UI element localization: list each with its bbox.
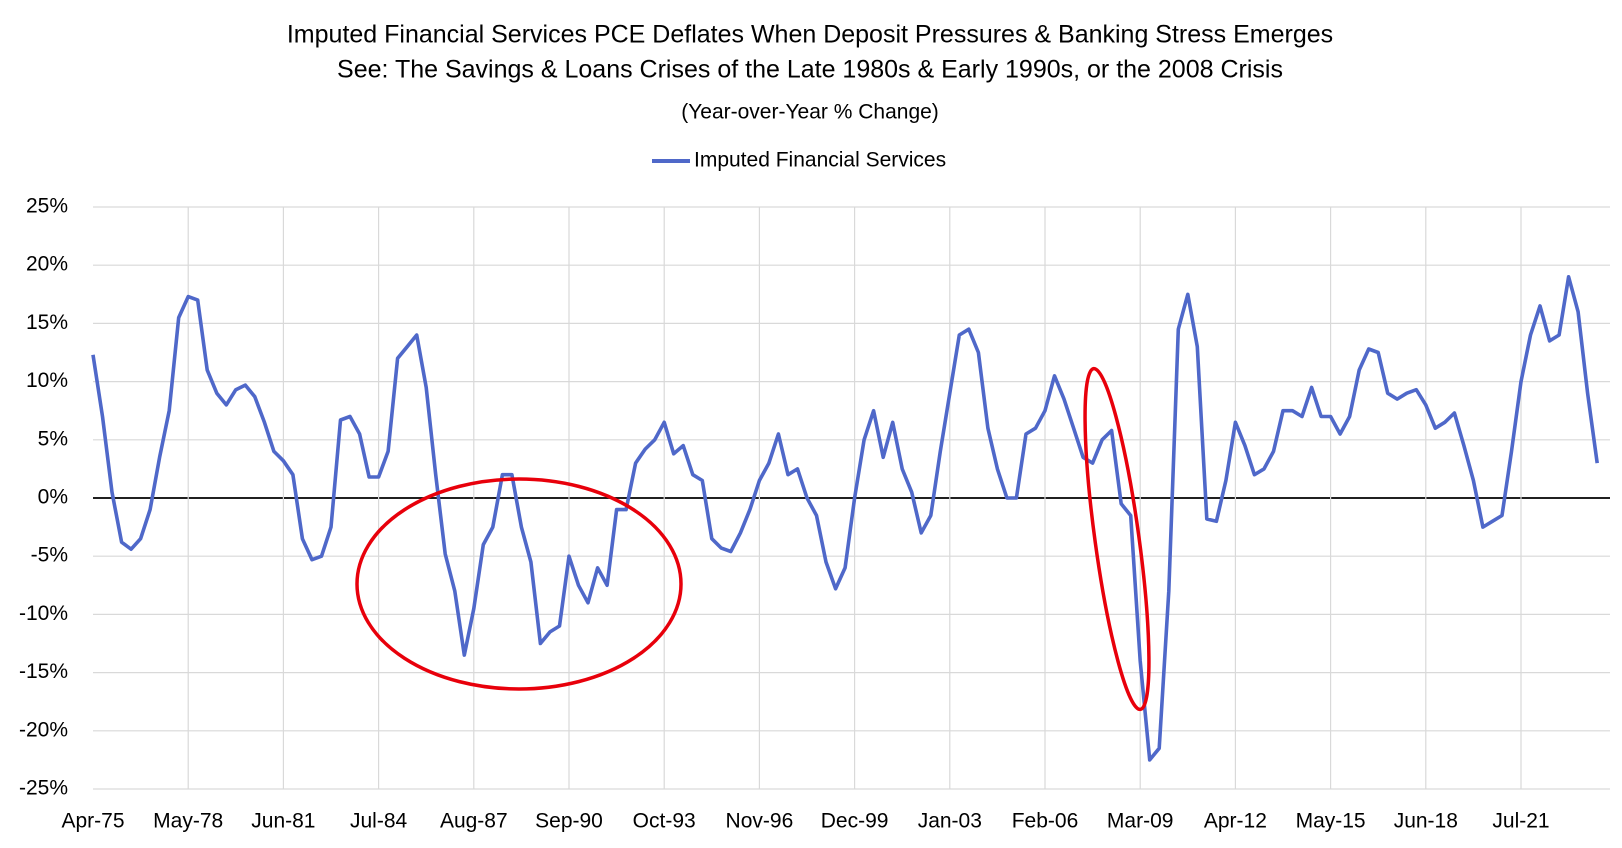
x-tick-label: Mar-09 <box>1107 810 1174 833</box>
y-tick-label: 25% <box>26 195 68 218</box>
x-tick-label: Jul-21 <box>1492 810 1549 833</box>
x-tick-label: Aug-87 <box>440 810 508 833</box>
x-tick-label: Feb-06 <box>1012 810 1079 833</box>
y-tick-label: -20% <box>19 718 68 741</box>
x-tick-label: Dec-99 <box>821 810 889 833</box>
y-tick-label: 10% <box>26 369 68 392</box>
plot <box>91 275 1599 762</box>
x-tick-label: Jul-84 <box>350 810 408 833</box>
grid: -25% -20% -15% -10% -5% 0% 5% 10% 15% 20% 25% Apr-7… <box>19 195 1610 833</box>
axis-label: (Year-over-Year % Change) <box>681 101 939 124</box>
x-tick-label: Nov-96 <box>726 810 794 833</box>
y-tick-label: -5% <box>31 544 68 567</box>
x-tick-label: May-78 <box>153 810 223 833</box>
y-tick-label: 20% <box>26 253 68 276</box>
highlight-ellipse <box>355 477 683 691</box>
x-tick-label: Apr-75 <box>61 810 124 833</box>
x-tick-label: Jan-03 <box>918 810 982 833</box>
x-tick-label: May-15 <box>1296 810 1366 833</box>
chart-title: Imputed Financial Services PCE Deflates … <box>287 21 1333 49</box>
y-tick-label: -15% <box>19 660 68 683</box>
highlight-ellipse <box>1083 366 1151 712</box>
x-tick-label: Jun-81 <box>251 810 315 833</box>
data-line <box>91 275 1599 762</box>
y-tick-label: 15% <box>26 311 68 334</box>
x-tick-label: Jun-18 <box>1394 810 1458 833</box>
x-tick-label: Apr-12 <box>1204 810 1267 833</box>
y-tick-label: -10% <box>19 602 68 625</box>
y-tick-label: 0% <box>38 486 68 509</box>
y-tick-label: 5% <box>38 427 68 450</box>
x-tick-label: Sep-90 <box>535 810 603 833</box>
x-tick-label: Oct-93 <box>633 810 696 833</box>
legend-label: Imputed Financial Services <box>694 149 946 172</box>
chart-subtitle: See: The Savings & Loans Crises of the L… <box>337 56 1283 84</box>
y-tick-label: -25% <box>19 777 68 800</box>
